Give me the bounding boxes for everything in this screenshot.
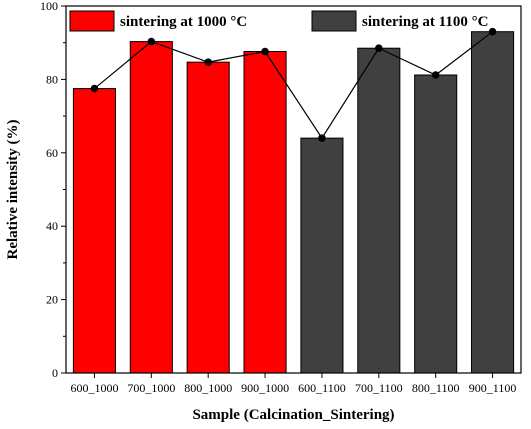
y-tick-label: 0 [52, 366, 58, 380]
legend-label: sintering at 1100 °C [362, 14, 488, 30]
y-tick-label: 80 [46, 72, 58, 86]
bar-700_1100 [357, 47, 401, 374]
point-700_1000 [147, 37, 156, 46]
x-tick-label: 900_1000 [241, 381, 289, 395]
line-layer [90, 27, 497, 142]
bar-700_1000 [129, 41, 173, 374]
bar-800_1100 [414, 74, 458, 374]
x-tick-label: 800_1000 [184, 381, 232, 395]
x-tick-label: 700_1100 [355, 381, 403, 395]
bar-600_1000 [72, 88, 116, 374]
point-900_1000 [261, 47, 269, 56]
y-tick-label: 40 [46, 219, 58, 233]
series-line [94, 31, 493, 140]
bar-800_1000 [186, 61, 230, 374]
y-axis-title: Relative intensity (%) [5, 120, 21, 260]
point-600_1000 [90, 84, 99, 93]
point-600_1100 [318, 134, 326, 142]
x-tick-label: 600_1000 [70, 381, 118, 395]
y-tick-label: 20 [46, 293, 58, 307]
x-tick-label: 700_1000 [127, 381, 175, 395]
bar-600_1100 [300, 137, 344, 374]
x-tick-label: 600_1100 [298, 381, 346, 395]
x-axis: 600_1000 700_1000 800_1000 900_1000 600_1100… [70, 373, 516, 395]
legend: sintering at 1000 °C sintering at 1100 °C [69, 10, 488, 32]
bar-900_1000 [243, 51, 287, 374]
legend-label: sintering at 1000 °C [120, 14, 247, 30]
bar-900_1100 [471, 31, 515, 374]
x-tick-label: 900_1100 [469, 381, 517, 395]
bars-layer [72, 31, 515, 374]
point-700_1100 [375, 44, 383, 53]
x-tick-label: 800_1100 [412, 381, 460, 395]
point-800_1000 [204, 58, 212, 66]
y-tick-label: 100 [40, 0, 58, 13]
legend-swatch [69, 10, 115, 32]
point-800_1100 [431, 71, 440, 79]
point-900_1100 [488, 27, 497, 36]
y-tick-label: 60 [46, 146, 58, 160]
y-axis: 0 20 40 60 80 100 [40, 0, 66, 380]
legend-swatch [311, 10, 357, 32]
x-axis-title: Sample (Calcination_Sintering) [192, 407, 394, 423]
